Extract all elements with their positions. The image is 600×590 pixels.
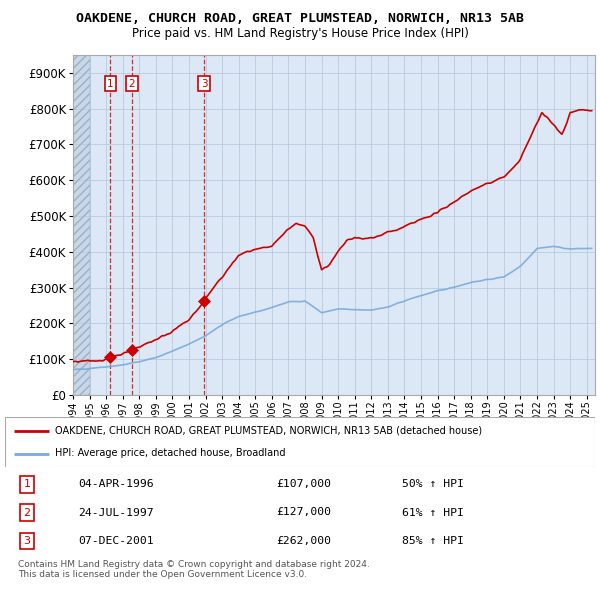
Text: 2: 2 [23, 507, 31, 517]
Text: 07-DEC-2001: 07-DEC-2001 [78, 536, 154, 546]
Bar [73, 55, 89, 395]
Text: 61% ↑ HPI: 61% ↑ HPI [402, 507, 464, 517]
Text: HPI: Average price, detached house, Broadland: HPI: Average price, detached house, Broa… [55, 448, 286, 458]
Text: OAKDENE, CHURCH ROAD, GREAT PLUMSTEAD, NORWICH, NR13 5AB (detached house): OAKDENE, CHURCH ROAD, GREAT PLUMSTEAD, N… [55, 425, 482, 435]
Text: OAKDENE, CHURCH ROAD, GREAT PLUMSTEAD, NORWICH, NR13 5AB: OAKDENE, CHURCH ROAD, GREAT PLUMSTEAD, N… [76, 12, 524, 25]
Text: 3: 3 [23, 536, 31, 546]
Text: 3: 3 [201, 78, 208, 88]
Text: 2: 2 [128, 78, 136, 88]
Text: 24-JUL-1997: 24-JUL-1997 [78, 507, 154, 517]
Text: 04-APR-1996: 04-APR-1996 [78, 479, 154, 489]
Text: Contains HM Land Registry data © Crown copyright and database right 2024.
This d: Contains HM Land Registry data © Crown c… [18, 560, 370, 579]
Text: £107,000: £107,000 [276, 479, 331, 489]
Text: 1: 1 [23, 479, 31, 489]
Text: £127,000: £127,000 [276, 507, 331, 517]
Text: £262,000: £262,000 [276, 536, 331, 546]
Text: 1: 1 [107, 78, 114, 88]
Text: Price paid vs. HM Land Registry's House Price Index (HPI): Price paid vs. HM Land Registry's House … [131, 27, 469, 40]
Text: 50% ↑ HPI: 50% ↑ HPI [402, 479, 464, 489]
Bar [73, 55, 89, 395]
Text: 85% ↑ HPI: 85% ↑ HPI [402, 536, 464, 546]
